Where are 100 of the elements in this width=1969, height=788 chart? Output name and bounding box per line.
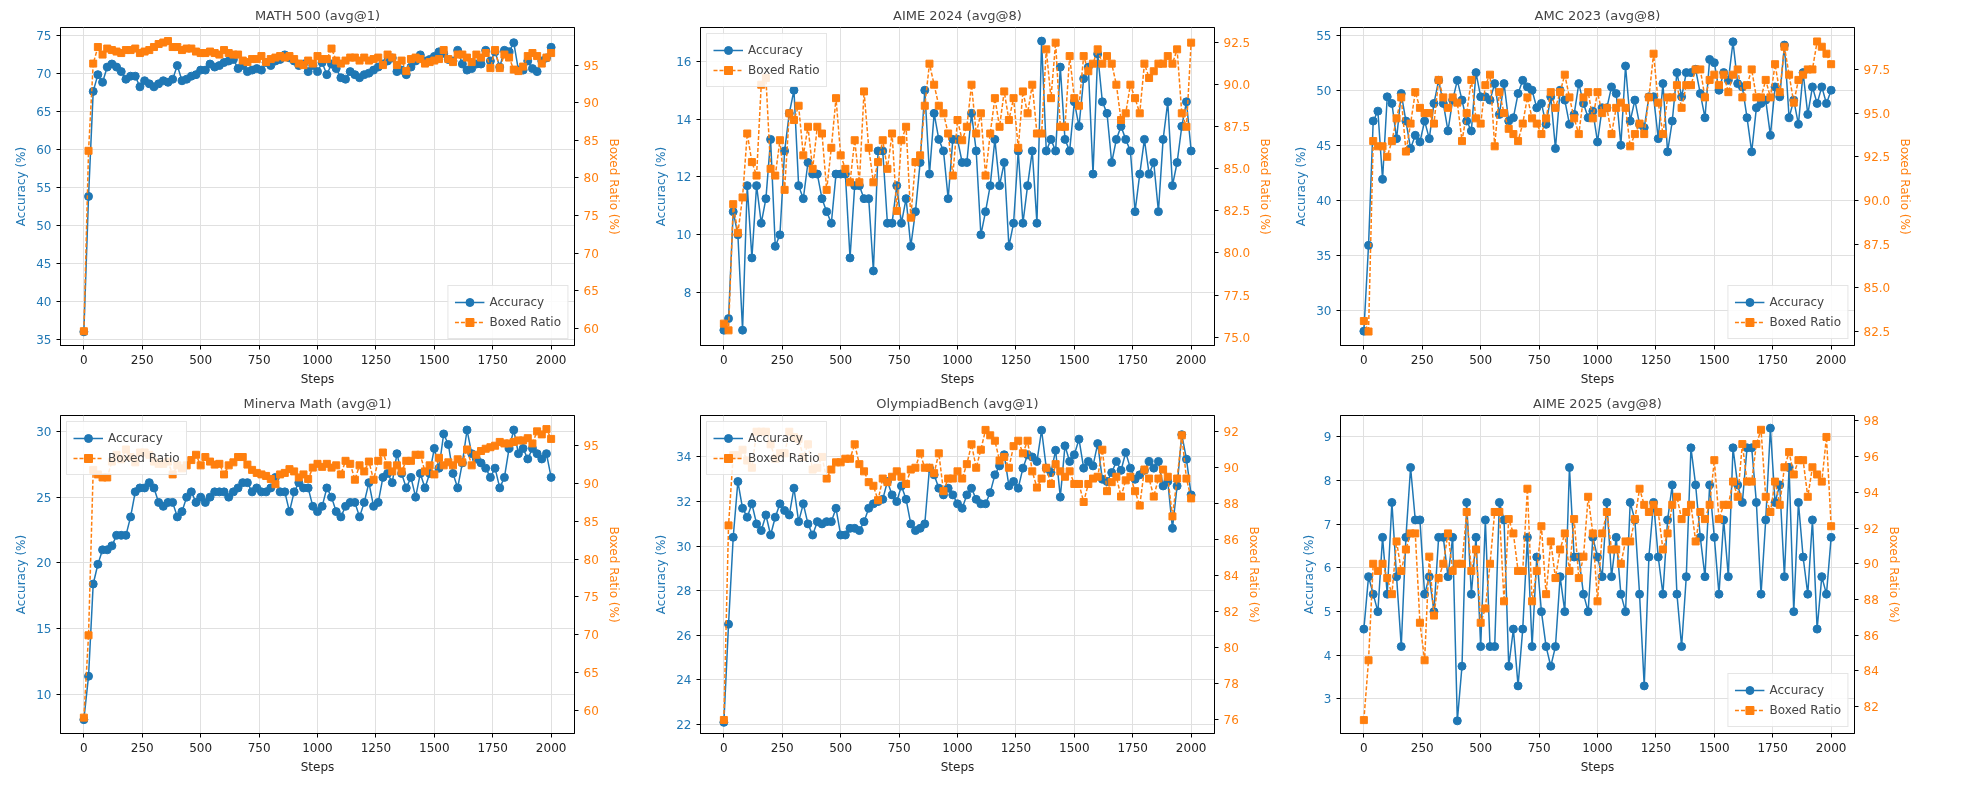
y2-tick-label: 80: [1223, 641, 1239, 656]
y2-tick-label: 92: [1223, 425, 1239, 440]
chart-title: AIME 2025 (avg@8): [1533, 395, 1662, 411]
y2-tick-label: 97.5: [1863, 62, 1891, 77]
y2-axis-title: Boxed Ratio (%): [1258, 138, 1273, 235]
legend-label: Boxed Ratio: [108, 451, 180, 465]
y-axis-title: Accuracy (%): [654, 146, 669, 227]
y2-tick-label: 90.0: [1223, 78, 1251, 93]
x-tick-label: 750: [247, 352, 271, 367]
y2-tick-label: 65: [583, 665, 599, 680]
y-tick-label: 14: [676, 112, 692, 127]
x-tick-label: 0: [720, 740, 728, 755]
y-tick-label: 10: [36, 688, 52, 703]
y2-tick-label: 87.5: [1863, 237, 1891, 252]
y-tick-label: 55: [1316, 28, 1332, 43]
legend-label: Accuracy: [748, 431, 803, 445]
y-tick-label: 24: [676, 673, 692, 688]
x-tick-label: 1750: [1117, 740, 1148, 755]
y2-tick-label: 95: [583, 58, 599, 73]
y-tick-label: 55: [36, 180, 52, 195]
y-tick-label: 28: [676, 584, 692, 599]
y-tick-label: 40: [1316, 193, 1332, 208]
legend-label: Accuracy: [1769, 683, 1825, 697]
y-tick-label: 75: [36, 28, 52, 43]
legend-label: Boxed Ratio: [489, 315, 561, 329]
y2-tick-label: 85: [583, 514, 599, 529]
y2-tick-label: 84: [1863, 664, 1879, 679]
x-axis-title: Steps: [1580, 371, 1615, 386]
y-tick-label: 4: [1323, 648, 1332, 663]
y2-tick-label: 78: [1223, 677, 1239, 692]
y-tick-label: 30: [36, 424, 52, 439]
legend-label: Accuracy: [748, 43, 803, 57]
y-tick-label: 35: [36, 332, 52, 347]
y2-tick-label: 92: [1863, 521, 1879, 536]
y-tick-label: 50: [36, 218, 52, 233]
y-tick-label: 6: [1323, 561, 1332, 576]
x-tick-label: 2000: [1175, 352, 1207, 367]
y-tick-label: 3: [1323, 692, 1332, 707]
y2-tick-label: 90.0: [1863, 193, 1891, 208]
y2-tick-label: 95.0: [1863, 106, 1891, 121]
y2-tick-label: 70: [583, 628, 599, 643]
x-axis-title: Steps: [940, 759, 975, 774]
x-tick-label: 1500: [419, 352, 450, 367]
y2-tick-label: 77.5: [1223, 288, 1251, 303]
legend-label: Accuracy: [489, 295, 545, 309]
x-tick-label: 0: [1360, 740, 1368, 755]
y2-tick-label: 88: [1863, 593, 1879, 608]
y2-tick-label: 76: [1223, 713, 1239, 728]
x-tick-label: 500: [829, 740, 853, 755]
y-tick-label: 7: [1323, 517, 1332, 532]
y2-tick-label: 80.0: [1223, 246, 1251, 261]
y2-tick-label: 85.0: [1863, 281, 1891, 296]
chart-title: MATH 500 (avg@1): [254, 7, 381, 23]
x-tick-label: 1750: [1757, 352, 1788, 367]
x-tick-label: 1000: [302, 740, 333, 755]
y2-tick-label: 84: [1223, 569, 1239, 584]
x-tick-label: 500: [189, 352, 213, 367]
y2-tick-label: 70: [583, 246, 599, 261]
y2-tick-label: 98: [1863, 414, 1879, 429]
chart-title: OlympiadBench (avg@1): [876, 395, 1039, 411]
y-axis-title: Accuracy (%): [654, 534, 669, 615]
x-tick-label: 1250: [1640, 352, 1672, 367]
y2-tick-label: 75: [583, 590, 599, 605]
y2-tick-label: 65: [583, 284, 599, 299]
x-tick-label: 1500: [1699, 352, 1730, 367]
y2-tick-label: 60: [583, 703, 599, 718]
x-axis-title: Steps: [1580, 759, 1615, 774]
x-tick-label: 2000: [535, 352, 567, 367]
y-tick-label: 8: [1323, 474, 1332, 489]
y2-tick-label: 82.5: [1863, 325, 1891, 340]
y2-tick-label: 60: [583, 321, 599, 336]
x-tick-label: 1000: [942, 352, 973, 367]
x-tick-label: 1750: [1117, 352, 1148, 367]
y-tick-label: 45: [36, 256, 52, 271]
x-tick-label: 250: [130, 352, 154, 367]
x-tick-label: 750: [247, 740, 271, 755]
y2-tick-label: 90: [583, 476, 599, 491]
x-tick-label: 1000: [302, 352, 333, 367]
legend-label: Boxed Ratio: [748, 63, 820, 77]
y2-axis-title: Boxed Ratio (%): [1246, 526, 1261, 623]
y-tick-label: 35: [1316, 248, 1332, 263]
x-tick-label: 1000: [1582, 740, 1613, 755]
y2-tick-label: 86: [1863, 628, 1879, 643]
y2-tick-label: 85.0: [1223, 162, 1251, 177]
x-axis-title: Steps: [300, 371, 335, 386]
y-tick-label: 32: [676, 495, 692, 510]
x-tick-label: 0: [720, 352, 728, 367]
y-tick-label: 30: [676, 539, 692, 554]
y2-tick-label: 85: [583, 133, 599, 148]
y2-tick-label: 90: [1863, 557, 1879, 572]
y-tick-label: 22: [676, 718, 692, 733]
x-tick-label: 1250: [1000, 352, 1032, 367]
y-axis-title: Accuracy (%): [1294, 146, 1309, 227]
y2-axis-title: Boxed Ratio (%): [606, 138, 621, 235]
legend-label: Accuracy: [108, 431, 163, 445]
x-tick-label: 250: [770, 740, 794, 755]
y-tick-label: 70: [36, 66, 52, 81]
y-tick-label: 40: [36, 294, 52, 309]
y2-tick-label: 88: [1223, 497, 1239, 512]
x-tick-label: 750: [887, 352, 911, 367]
